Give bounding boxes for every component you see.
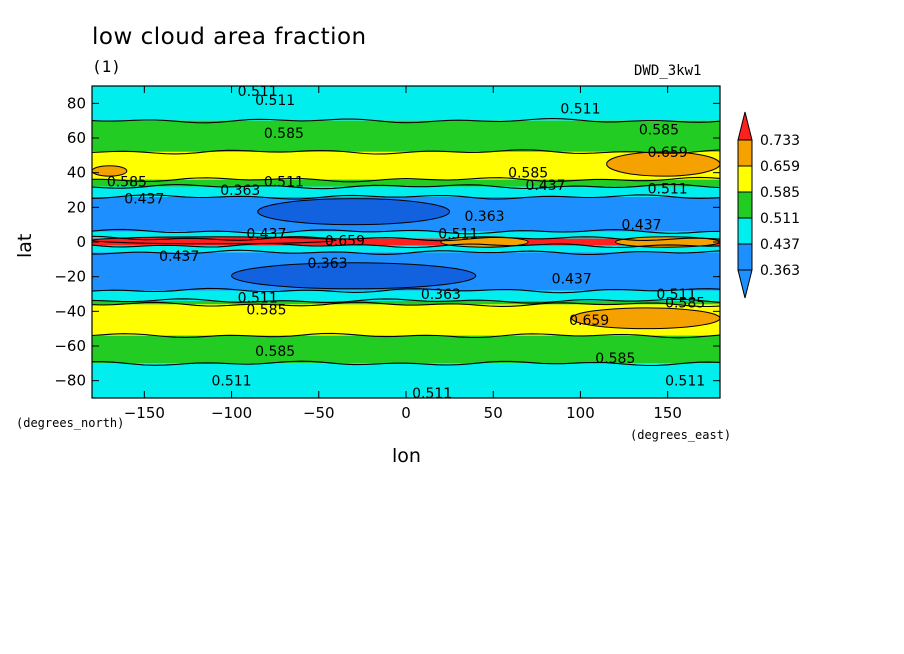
contour-label-14: 0.437 xyxy=(621,218,661,234)
contour-label-26: 0.659 xyxy=(569,313,609,329)
contour-label-30: 0.511 xyxy=(412,386,452,402)
contour-label-1: 0.511 xyxy=(255,93,295,109)
contour-label-4: 0.585 xyxy=(639,122,679,138)
contour-label-8: 0.437 xyxy=(124,192,164,208)
contour-label-31: 0.511 xyxy=(665,374,705,390)
colorbar-bottom-arrow xyxy=(737,269,753,299)
contour-label-27: 0.585 xyxy=(255,344,295,360)
contour-line-13 xyxy=(92,332,720,339)
contour-line-2 xyxy=(92,149,720,155)
patch-6 xyxy=(614,236,720,248)
contour-label-0: 0.511 xyxy=(238,84,278,100)
patch-1 xyxy=(231,262,477,290)
y-tick-label-6: 40 xyxy=(67,164,86,182)
contour-line-8 xyxy=(92,242,720,249)
contour-label-23: 0.585 xyxy=(665,296,705,312)
band-8 xyxy=(92,245,720,253)
contour-label-22: 0.511 xyxy=(656,287,696,303)
y-tick-label-8: 80 xyxy=(67,94,86,112)
y-units-label: (degrees_north) xyxy=(16,416,125,430)
units-label: (1) xyxy=(92,57,121,76)
contour-line-7 xyxy=(92,235,720,242)
colorbar-top-arrow xyxy=(737,111,753,141)
contour-line-14 xyxy=(92,360,720,367)
chart-title: low cloud area fraction xyxy=(92,24,367,50)
patch-0 xyxy=(257,198,451,226)
x-tick-label-2: −50 xyxy=(303,404,335,422)
colorbar-swatch-1 xyxy=(737,139,753,167)
contour-label-25: 0.585 xyxy=(246,303,286,319)
contour-label-19: 0.363 xyxy=(307,256,347,272)
x-tick-label-3: 0 xyxy=(401,404,411,422)
contour-line-9 xyxy=(92,249,720,256)
colorbar-swatch-5 xyxy=(737,243,753,271)
contour-line-12 xyxy=(92,301,720,308)
y-tick-label-1: −60 xyxy=(54,337,86,355)
contour-line-11 xyxy=(92,298,720,304)
x-tick-label-5: 100 xyxy=(566,404,595,422)
x-units-label: (degrees_east) xyxy=(630,428,732,442)
model-label: DWD_3kw1 xyxy=(634,63,702,79)
patch-3 xyxy=(92,165,128,177)
colorbar-label-0: 0.733 xyxy=(760,133,800,149)
x-axis-label: lon xyxy=(392,445,421,467)
contour-line-10 xyxy=(92,287,720,294)
contour-line-6 xyxy=(92,228,720,235)
colorbar-swatch-2 xyxy=(737,165,753,193)
contour-line-4 xyxy=(92,183,720,190)
contour-label-6: 0.585 xyxy=(508,166,548,182)
colorbar-label-5: 0.363 xyxy=(760,263,800,279)
contour-label-16: 0.511 xyxy=(438,226,478,242)
y-tick-label-2: −40 xyxy=(54,302,86,320)
y-tick-label-0: −80 xyxy=(54,372,86,390)
contour-line-1 xyxy=(92,117,720,124)
band-7 xyxy=(92,238,720,246)
x-tick-label-4: 50 xyxy=(484,404,503,422)
y-tick-label-5: 20 xyxy=(67,198,86,216)
contour-label-21: 0.363 xyxy=(421,287,461,303)
band-11 xyxy=(92,300,720,305)
contour-label-11: 0.437 xyxy=(526,178,566,194)
contour-label-9: 0.363 xyxy=(220,183,260,199)
contour-label-29: 0.511 xyxy=(212,374,252,390)
x-tick-label-1: −100 xyxy=(211,404,252,422)
contour-label-13: 0.363 xyxy=(464,209,504,225)
contour-label-7: 0.585 xyxy=(107,174,147,190)
colorbar-label-4: 0.437 xyxy=(760,237,800,253)
contour-label-28: 0.585 xyxy=(595,351,635,367)
x-tick-label-6: 150 xyxy=(653,404,682,422)
colorbar-label-2: 0.585 xyxy=(760,185,800,201)
contour-label-12: 0.511 xyxy=(648,181,688,197)
colorbar-label-1: 0.659 xyxy=(760,159,800,175)
contour-label-18: 0.437 xyxy=(159,249,199,265)
colorbar-swatch-4 xyxy=(737,217,753,245)
y-tick-label-4: 0 xyxy=(76,233,86,251)
contour-label-2: 0.511 xyxy=(560,102,600,118)
band-3 xyxy=(92,179,720,187)
colorbar-label-3: 0.511 xyxy=(760,211,800,227)
contour-label-17: 0.659 xyxy=(325,233,365,249)
band-13 xyxy=(92,335,720,364)
x-tick-label-0: −150 xyxy=(124,404,165,422)
band-1 xyxy=(92,120,720,152)
contour-label-3: 0.585 xyxy=(264,126,304,142)
contour-line-5 xyxy=(92,194,720,200)
y-tick-label-7: 60 xyxy=(67,129,86,147)
contour-label-24: 0.511 xyxy=(238,290,278,306)
patch-7 xyxy=(92,236,337,245)
band-10 xyxy=(92,290,720,301)
contour-label-10: 0.511 xyxy=(264,174,304,190)
y-tick-label-3: −20 xyxy=(54,268,86,286)
band-4 xyxy=(92,186,720,197)
contour-label-20: 0.437 xyxy=(552,271,592,287)
contour-label-15: 0.437 xyxy=(246,226,286,242)
band-6 xyxy=(92,231,720,239)
contour-label-5: 0.659 xyxy=(648,145,688,161)
colorbar-swatch-3 xyxy=(737,191,753,219)
contour-line-3 xyxy=(92,176,720,183)
